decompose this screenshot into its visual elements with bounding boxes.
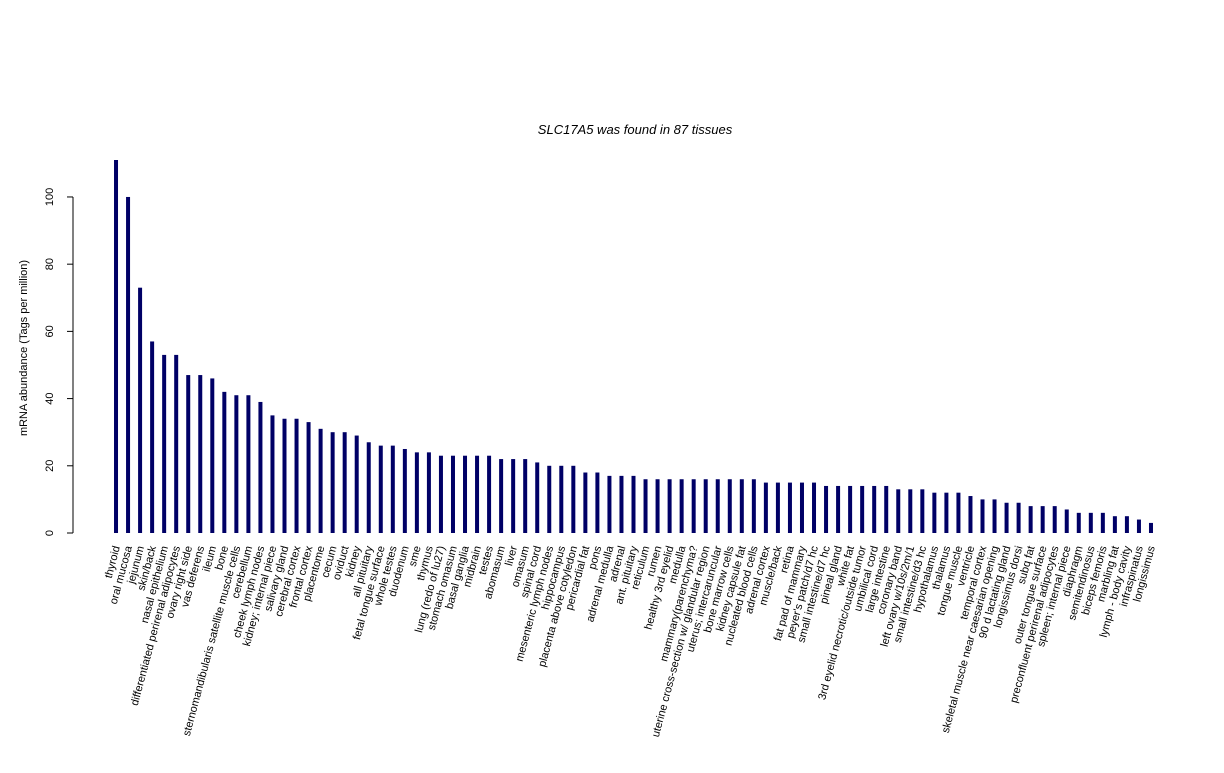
bar <box>968 496 973 533</box>
bar <box>1100 512 1105 533</box>
bar <box>1052 506 1057 533</box>
bar <box>354 435 359 533</box>
bar <box>956 492 961 533</box>
bar <box>980 499 985 533</box>
bar <box>222 391 227 533</box>
bar <box>631 475 636 533</box>
bar <box>559 465 564 533</box>
bar <box>511 459 516 533</box>
bar <box>438 455 443 533</box>
bar <box>1040 506 1045 533</box>
bar <box>174 354 179 533</box>
bar <box>366 442 371 533</box>
bar <box>739 479 744 533</box>
bar <box>162 354 167 533</box>
y-tick-label: 40 <box>44 392 56 404</box>
bar <box>884 485 889 533</box>
bar <box>787 482 792 533</box>
bar <box>186 375 191 533</box>
bar <box>679 479 684 533</box>
bar <box>126 196 131 533</box>
bar <box>210 378 215 533</box>
bar <box>342 432 347 533</box>
bar <box>1016 502 1021 533</box>
bar <box>944 492 949 533</box>
bar <box>860 485 865 533</box>
bar <box>499 459 504 533</box>
bar <box>727 479 732 533</box>
bar <box>402 448 407 533</box>
y-tick-label: 80 <box>44 258 56 270</box>
bar <box>487 455 492 533</box>
bar <box>848 485 853 533</box>
bar <box>1088 512 1093 533</box>
bar <box>908 489 913 533</box>
bar <box>595 472 600 533</box>
bar <box>607 475 612 533</box>
y-axis-label: mRNA abundance (Tags per million) <box>18 260 30 436</box>
bar <box>270 415 275 533</box>
bar <box>872 485 877 533</box>
bar <box>896 489 901 533</box>
bar <box>619 475 624 533</box>
bar <box>920 489 925 533</box>
bar <box>114 160 119 533</box>
bar <box>775 482 780 533</box>
bar <box>426 452 431 533</box>
bar <box>992 499 997 533</box>
bar <box>571 465 576 533</box>
bar <box>282 418 287 533</box>
bar <box>751 479 756 533</box>
bar <box>378 445 383 533</box>
bar <box>643 479 648 533</box>
y-tick-label: 20 <box>44 460 56 472</box>
bar <box>932 492 937 533</box>
bar <box>1136 519 1141 533</box>
bar <box>463 455 468 533</box>
bar <box>715 479 720 533</box>
bar <box>655 479 660 533</box>
bar <box>763 482 768 533</box>
bar <box>547 465 552 533</box>
bar <box>318 428 323 533</box>
y-tick-label: 60 <box>44 325 56 337</box>
bar <box>667 479 672 533</box>
bar <box>535 462 540 533</box>
bar <box>1004 502 1009 533</box>
bar <box>1148 522 1153 533</box>
bar <box>450 455 455 533</box>
bar <box>150 341 155 533</box>
bar <box>812 482 817 533</box>
bar <box>1028 506 1033 533</box>
bar <box>258 401 263 533</box>
bar <box>246 395 251 533</box>
bar <box>1076 512 1081 533</box>
bar <box>1064 509 1069 533</box>
bar <box>198 375 203 533</box>
bar <box>703 479 708 533</box>
bar <box>475 455 480 533</box>
y-tick-label: 100 <box>44 188 56 206</box>
bar <box>330 432 335 533</box>
bar <box>824 485 829 533</box>
bar <box>138 287 143 533</box>
x-tick-label: sme <box>407 545 424 568</box>
bar <box>1112 516 1117 533</box>
bar <box>234 395 239 533</box>
bar <box>836 485 841 533</box>
bar <box>691 479 696 533</box>
bar <box>414 452 419 533</box>
bar <box>1124 516 1129 533</box>
bar <box>390 445 395 533</box>
bar <box>306 422 311 533</box>
bar <box>523 459 528 533</box>
y-tick-label: 0 <box>44 530 56 536</box>
bar <box>583 472 588 533</box>
chart-title: SLC17A5 was found in 87 tissues <box>538 122 733 137</box>
bar <box>294 418 299 533</box>
bar <box>799 482 804 533</box>
x-tick-label: liver <box>503 544 520 567</box>
